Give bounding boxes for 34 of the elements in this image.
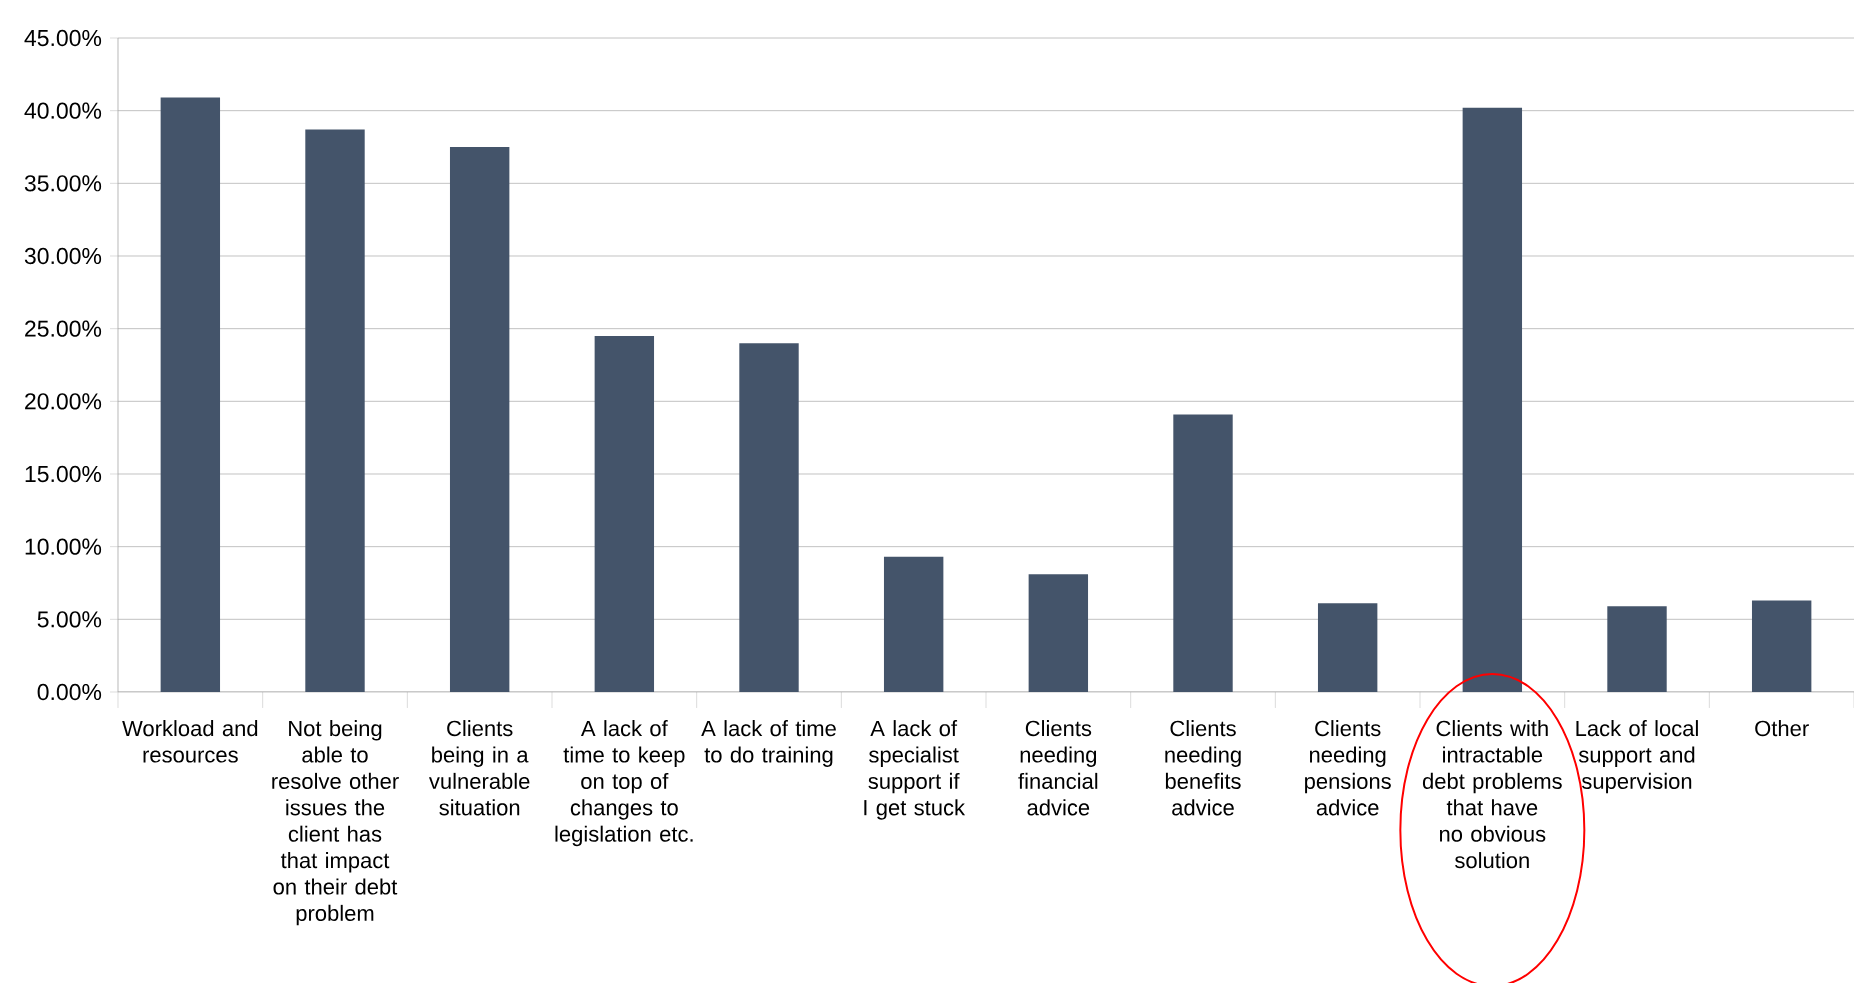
y-tick-label: 40.00% [24,102,102,119]
bar [594,335,655,692]
bar [1317,603,1378,692]
bar [883,556,944,692]
bar [1751,600,1812,692]
x-tick-label: Clients needing financial advice [1018,720,1098,816]
bar [1607,606,1667,692]
y-tick-label: 10.00% [25,538,102,555]
x-tick-label: Clients needing pensions advice [1305,720,1391,816]
y-tick-label: 35.00% [24,175,102,192]
x-tick-label: Other [1755,720,1809,737]
y-tick-label: 5.00% [37,611,102,628]
x-tick-label: Clients needing benefits advice [1165,720,1241,816]
y-tick-label: 45.00% [24,29,102,47]
bar [160,97,221,692]
y-tick-label: 20.00% [25,393,102,410]
bar [449,146,510,692]
x-tick-label: Lack of local support and supervision [1576,720,1698,794]
x-tick-label: A lack of time to do training [701,720,836,767]
bar [1462,107,1523,692]
x-tick-label: Not being able to resolve other issues the client has that impact on their debt problem [272,720,399,926]
y-tick-label: 30.00% [24,247,102,265]
x-tick-label: A lack of specialist support if I get stuck [864,720,966,820]
y-tick-label: 25.00% [25,320,102,337]
bar [1028,574,1089,692]
bar [1173,414,1233,692]
bar [305,129,365,692]
x-tick-label: A lack of time to keep on top of changes to legislation etc. [555,720,693,847]
x-tick-label: Clients with intractable debt problems that have no obvious solution [1422,720,1562,869]
y-tick-label: 15.00% [25,465,102,483]
x-tick-label: Clients being in a vulnerable situation [428,720,530,816]
bar [739,343,799,692]
x-tick-label: Workload and resources [122,720,258,763]
y-tick-label: 0.00% [37,683,102,701]
